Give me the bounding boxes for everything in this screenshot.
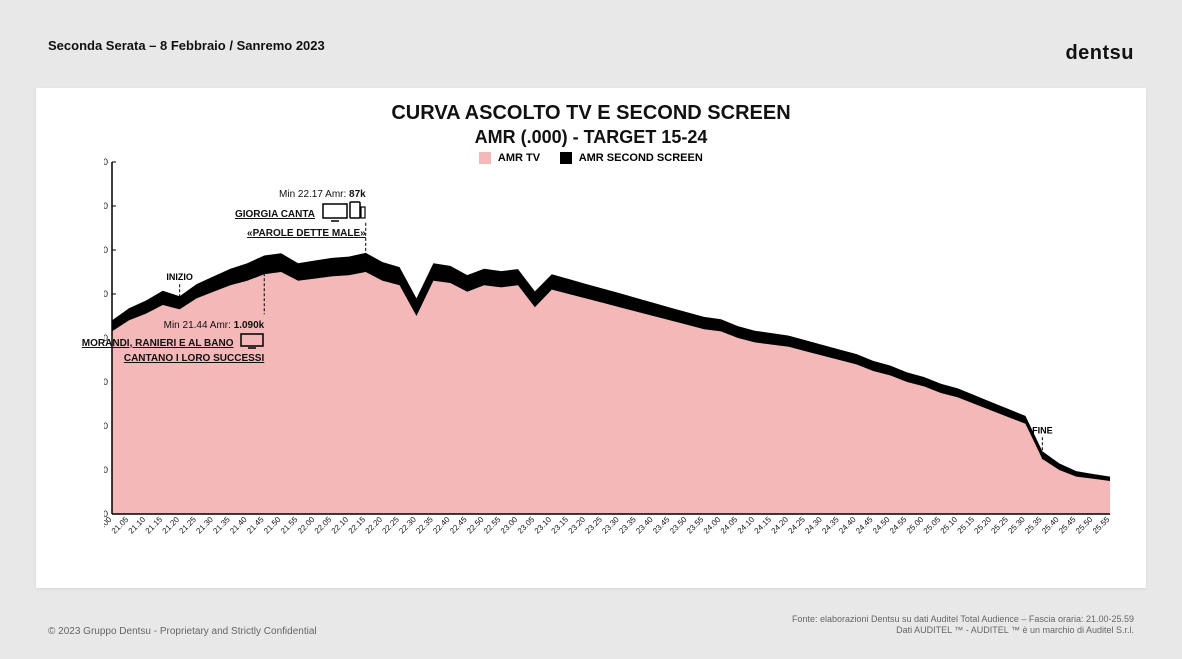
svg-text:25.20: 25.20	[972, 515, 993, 536]
svg-text:25.35: 25.35	[1023, 515, 1044, 536]
svg-text:24.10: 24.10	[736, 515, 757, 536]
svg-text:24.05: 24.05	[719, 515, 740, 536]
svg-text:22.20: 22.20	[364, 515, 385, 536]
svg-text:21.20: 21.20	[161, 515, 182, 536]
svg-text:22.35: 22.35	[414, 515, 435, 536]
svg-text:1.600: 1.600	[104, 157, 108, 167]
chart-title-1: CURVA ASCOLTO TV E SECOND SCREEN	[36, 102, 1146, 125]
svg-text:22.10: 22.10	[330, 515, 351, 536]
svg-text:25.00: 25.00	[905, 515, 926, 536]
svg-text:200: 200	[104, 465, 108, 475]
chart-plot: 02004006008001.0001.2001.4001.60021.0021…	[104, 156, 1114, 548]
svg-text:24.15: 24.15	[753, 515, 774, 536]
svg-text:23.10: 23.10	[533, 515, 554, 536]
svg-text:23.30: 23.30	[600, 515, 621, 536]
svg-text:22.00: 22.00	[296, 515, 317, 536]
svg-text:25.55: 25.55	[1091, 515, 1112, 536]
svg-text:24.30: 24.30	[803, 515, 824, 536]
svg-text:1.000: 1.000	[104, 289, 108, 299]
svg-text:22.05: 22.05	[313, 515, 334, 536]
svg-text:21.45: 21.45	[245, 515, 266, 536]
svg-text:24.45: 24.45	[854, 515, 875, 536]
svg-text:24.20: 24.20	[769, 515, 790, 536]
svg-text:1.200: 1.200	[104, 245, 108, 255]
svg-text:25.40: 25.40	[1040, 515, 1061, 536]
svg-text:25.25: 25.25	[989, 515, 1010, 536]
svg-text:24.55: 24.55	[888, 515, 909, 536]
svg-text:22.15: 22.15	[347, 515, 368, 536]
svg-text:21.05: 21.05	[110, 515, 131, 536]
svg-text:24.50: 24.50	[871, 515, 892, 536]
svg-text:25.05: 25.05	[922, 515, 943, 536]
svg-text:23.20: 23.20	[567, 515, 588, 536]
svg-text:24.35: 24.35	[820, 515, 841, 536]
svg-text:23.45: 23.45	[651, 515, 672, 536]
chart-title-2: AMR (.000) - TARGET 15-24	[36, 127, 1146, 148]
svg-text:21.55: 21.55	[279, 515, 300, 536]
svg-text:25.50: 25.50	[1074, 515, 1095, 536]
svg-text:24.25: 24.25	[786, 515, 807, 536]
svg-text:22.25: 22.25	[380, 515, 401, 536]
svg-text:21.35: 21.35	[211, 515, 232, 536]
footer-copyright: © 2023 Gruppo Dentsu - Proprietary and S…	[48, 626, 317, 637]
svg-text:23.55: 23.55	[685, 515, 706, 536]
svg-text:1.400: 1.400	[104, 201, 108, 211]
svg-text:23.00: 23.00	[499, 515, 520, 536]
svg-text:25.10: 25.10	[939, 515, 960, 536]
footer-source-line2: Dati AUDITEL ™ - AUDITEL ™ è un marchio …	[792, 625, 1134, 637]
svg-text:22.50: 22.50	[465, 515, 486, 536]
svg-text:25.30: 25.30	[1006, 515, 1027, 536]
chart-svg: 02004006008001.0001.2001.4001.60021.0021…	[104, 156, 1114, 548]
svg-text:23.35: 23.35	[617, 515, 638, 536]
svg-text:21.30: 21.30	[194, 515, 215, 536]
svg-text:24.00: 24.00	[702, 515, 723, 536]
chart-card: CURVA ASCOLTO TV E SECOND SCREEN AMR (.0…	[36, 88, 1146, 588]
svg-text:21.50: 21.50	[262, 515, 283, 536]
svg-text:25.15: 25.15	[956, 515, 977, 536]
svg-text:400: 400	[104, 421, 108, 431]
svg-text:21.25: 21.25	[177, 515, 198, 536]
brand-logo: dentsu	[1065, 42, 1134, 65]
svg-text:21.15: 21.15	[144, 515, 165, 536]
svg-text:21.10: 21.10	[127, 515, 148, 536]
svg-text:23.40: 23.40	[634, 515, 655, 536]
svg-text:800: 800	[104, 333, 108, 343]
svg-text:22.40: 22.40	[431, 515, 452, 536]
svg-text:23.50: 23.50	[668, 515, 689, 536]
svg-text:21.40: 21.40	[228, 515, 249, 536]
svg-text:22.30: 22.30	[397, 515, 418, 536]
svg-text:22.45: 22.45	[448, 515, 469, 536]
page-subtitle: Seconda Serata – 8 Febbraio / Sanremo 20…	[48, 38, 325, 53]
svg-text:INIZIO: INIZIO	[166, 272, 193, 282]
page: Seconda Serata – 8 Febbraio / Sanremo 20…	[0, 0, 1182, 659]
chart-titles: CURVA ASCOLTO TV E SECOND SCREEN AMR (.0…	[36, 88, 1146, 164]
footer-source: Fonte: elaborazioni Dentsu su dati Audit…	[792, 614, 1134, 637]
svg-text:23.15: 23.15	[550, 515, 571, 536]
svg-text:22.55: 22.55	[482, 515, 503, 536]
svg-text:24.40: 24.40	[837, 515, 858, 536]
svg-text:23.05: 23.05	[516, 515, 537, 536]
svg-text:23.25: 23.25	[583, 515, 604, 536]
svg-text:600: 600	[104, 377, 108, 387]
footer-source-line1: Fonte: elaborazioni Dentsu su dati Audit…	[792, 614, 1134, 626]
svg-text:FINE: FINE	[1032, 425, 1053, 435]
svg-text:25.45: 25.45	[1057, 515, 1078, 536]
